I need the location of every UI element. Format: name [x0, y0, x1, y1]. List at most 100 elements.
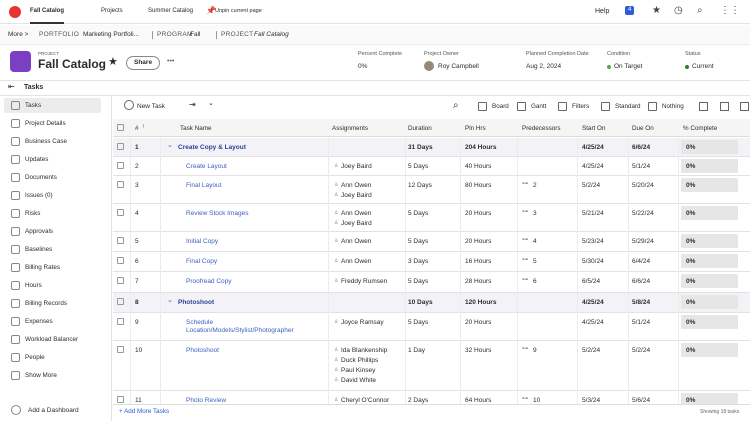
toolbar-icon[interactable]: [601, 102, 610, 111]
assignee[interactable]: Joey Baird: [341, 220, 372, 227]
row-checkbox[interactable]: [117, 318, 124, 325]
row-checkbox[interactable]: [117, 143, 124, 150]
search-icon[interactable]: ⌕: [453, 100, 459, 111]
notification-badge[interactable]: 4: [625, 6, 635, 16]
toolbar-icon[interactable]: [478, 102, 487, 111]
column-header[interactable]: #: [135, 125, 139, 132]
help-link[interactable]: Help: [595, 8, 610, 15]
assignee[interactable]: Ann Owen: [341, 210, 372, 217]
assignee[interactable]: Ida Blankenship: [341, 347, 388, 354]
cell-predecessors[interactable]: 6: [533, 278, 537, 285]
task-name[interactable]: Schedule Location/Models/Stylist/Photogr…: [186, 319, 294, 334]
sidebar-item[interactable]: Show More: [25, 372, 57, 379]
add-dashboard[interactable]: Add a Dashboard: [28, 407, 79, 414]
sidebar-item[interactable]: Expenses: [25, 318, 53, 325]
sidebar-item[interactable]: Project Details: [25, 120, 66, 127]
sidebar-item[interactable]: Risks: [25, 210, 41, 217]
toolbar-board[interactable]: Board: [492, 103, 509, 110]
sidebar-item[interactable]: Tasks: [25, 102, 42, 109]
row-checkbox[interactable]: [117, 396, 124, 403]
sidebar-item[interactable]: Updates: [25, 156, 49, 163]
expand-icon[interactable]: ⌄: [167, 297, 173, 304]
nav-icon[interactable]: ★: [652, 5, 661, 16]
toolbar-group[interactable]: Nothing: [662, 103, 684, 110]
nav-tab[interactable]: Summer Catalog: [148, 8, 194, 14]
column-header[interactable]: Task Name: [180, 125, 212, 132]
collapse-icon[interactable]: ⇤: [8, 82, 15, 91]
nav-tab[interactable]: Projects: [101, 8, 123, 14]
share-button[interactable]: Share: [126, 56, 161, 70]
toolbar-icon[interactable]: [720, 102, 729, 111]
row-checkbox[interactable]: [117, 257, 124, 264]
add-more-tasks[interactable]: + Add More Tasks: [119, 408, 170, 415]
cell-predecessors[interactable]: 9: [533, 347, 537, 354]
toolbar-icon[interactable]: [517, 102, 526, 111]
dropdown-icon[interactable]: ⌄: [208, 100, 214, 107]
assignee[interactable]: Ann Owen: [341, 258, 372, 265]
assignee[interactable]: Ann Owen: [341, 182, 372, 189]
row-checkbox[interactable]: [117, 237, 124, 244]
column-header[interactable]: Pln Hrs: [465, 125, 486, 132]
assignee[interactable]: Freddy Rumsen: [341, 278, 388, 285]
assignee[interactable]: David White: [341, 377, 377, 384]
row-checkbox[interactable]: [117, 346, 124, 353]
assignee[interactable]: Joey Baird: [341, 192, 372, 199]
sidebar-item[interactable]: Workload Balancer: [25, 336, 79, 343]
column-header[interactable]: Due On: [632, 125, 654, 132]
sidebar-item[interactable]: Business Case: [25, 138, 67, 145]
breadcrumb-link[interactable]: Marketing Portfoli...: [83, 31, 139, 38]
row-checkbox[interactable]: [117, 181, 124, 188]
assignee[interactable]: Cheryl O'Connor: [341, 397, 390, 404]
sidebar-item[interactable]: Billing Rates: [25, 264, 60, 271]
assignee[interactable]: Paul Kinsey: [341, 367, 376, 374]
cell-predecessors[interactable]: 4: [533, 238, 537, 245]
column-header[interactable]: Assignments: [332, 125, 369, 132]
logo[interactable]: [9, 6, 21, 18]
column-header[interactable]: Start On: [582, 125, 606, 132]
toolbar-icon[interactable]: [740, 102, 749, 111]
column-header[interactable]: % Complete: [683, 125, 718, 132]
toolbar-icon[interactable]: [699, 102, 708, 111]
task-name[interactable]: Review Stock Images: [186, 210, 249, 217]
cell-predecessors[interactable]: 3: [533, 210, 537, 217]
cell-predecessors[interactable]: 5: [533, 258, 537, 265]
sidebar-item[interactable]: Baselines: [25, 246, 53, 253]
assignee[interactable]: Ann Owen: [341, 238, 372, 245]
select-all[interactable]: [117, 124, 124, 131]
favorite-star[interactable]: ★: [108, 56, 118, 68]
assignee[interactable]: Duck Phillips: [341, 357, 379, 364]
breadcrumb-link[interactable]: Fall Catalog: [254, 31, 289, 38]
row-checkbox[interactable]: [117, 209, 124, 216]
cell-predecessors[interactable]: 2: [533, 182, 537, 189]
nav-icon[interactable]: ⌕: [697, 5, 703, 16]
column-header[interactable]: Duration: [408, 125, 432, 132]
nav-icon[interactable]: ⋮⋮: [720, 5, 740, 16]
sidebar-item[interactable]: Issues (0): [25, 192, 53, 199]
task-name[interactable]: Initial Copy: [186, 238, 219, 245]
toolbar-gantt[interactable]: Gantt: [531, 103, 547, 110]
new-task-button[interactable]: New Task: [137, 103, 166, 110]
toolbar-icon[interactable]: [648, 102, 657, 111]
sidebar-item[interactable]: Approvals: [25, 228, 54, 235]
indent-icon[interactable]: ⇥: [189, 100, 196, 109]
breadcrumb-more[interactable]: More >: [8, 31, 29, 38]
nav-tab[interactable]: Fall Catalog: [30, 8, 65, 25]
row-checkbox[interactable]: [117, 162, 124, 169]
sidebar-item[interactable]: Documents: [25, 174, 57, 181]
add-dashboard-icon[interactable]: [11, 405, 21, 415]
breadcrumb-link[interactable]: Fall: [190, 31, 201, 38]
plus-icon[interactable]: [124, 100, 134, 110]
sidebar-item[interactable]: Billing Records: [25, 300, 67, 307]
task-name[interactable]: Final Layout: [186, 182, 222, 189]
toolbar-filters[interactable]: Filters: [572, 103, 590, 110]
task-name[interactable]: Photoshoot: [186, 347, 219, 354]
task-name[interactable]: Photo Review: [186, 397, 227, 404]
sidebar-item[interactable]: Hours: [25, 282, 42, 289]
task-name[interactable]: Final Copy: [186, 258, 218, 265]
unpin-button[interactable]: Unpin current page: [215, 8, 262, 14]
group-name[interactable]: Create Copy & Layout: [178, 144, 246, 151]
toolbar-icon[interactable]: [558, 102, 567, 111]
more-menu[interactable]: •••: [167, 58, 175, 65]
task-name[interactable]: Proofread Copy: [186, 278, 232, 285]
task-name[interactable]: Create Layout: [186, 163, 227, 170]
